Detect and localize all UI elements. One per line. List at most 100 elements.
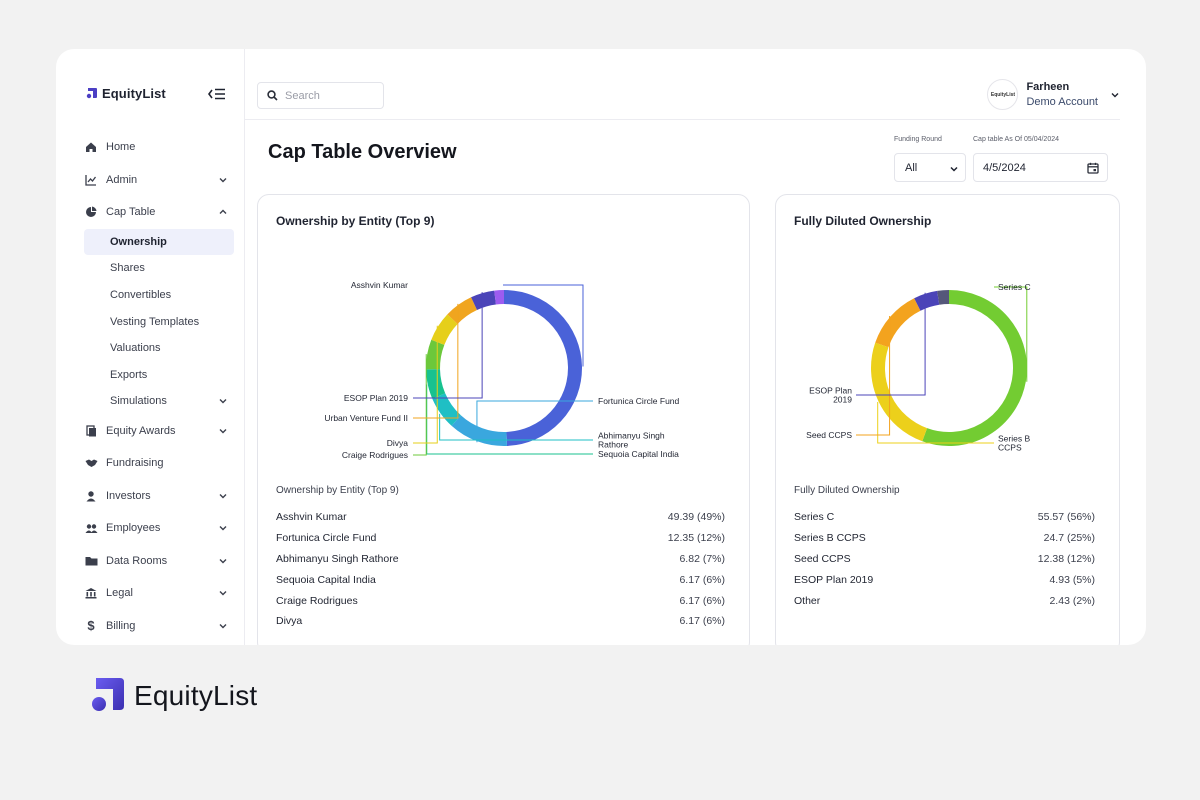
row-name: Series C — [794, 511, 835, 524]
donut-slice[interactable] — [432, 392, 462, 426]
sidebar-item-label: Billing — [106, 619, 136, 632]
sidebar-item-employees[interactable]: Employees — [84, 512, 234, 545]
row-name: Fortunica Circle Fund — [276, 532, 377, 545]
search-icon — [267, 90, 278, 101]
funding-round-select[interactable]: All — [894, 153, 966, 182]
sidebar-subitem-exports[interactable]: Exports — [110, 368, 148, 381]
row-value: 55.57 (56%) — [1037, 511, 1095, 524]
equitylist-logo-icon — [86, 87, 97, 98]
donut-slice[interactable] — [494, 290, 505, 305]
callout-line — [413, 292, 483, 399]
sidebar-subitem-ownership[interactable]: Ownership — [84, 228, 234, 256]
donut-slice[interactable] — [447, 297, 478, 325]
row-name: ESOP Plan 2019 — [794, 573, 874, 586]
table-row: Sequoia Capital India 6.17 (6%) — [276, 569, 725, 590]
donut-slice[interactable] — [451, 415, 507, 446]
row-value: 2.43 (2%) — [1049, 594, 1095, 607]
table-row: Seed CCPS 12.38 (12%) — [794, 549, 1095, 570]
row-value: 6.82 (7%) — [679, 552, 725, 565]
chevron-down-icon — [219, 591, 227, 596]
donut-slice[interactable] — [922, 290, 1027, 446]
donut-slice[interactable] — [914, 290, 940, 311]
sidebar-item-label: Cap Table — [106, 206, 156, 219]
row-value: 6.17 (6%) — [679, 573, 725, 586]
sidebar-item-fundraising[interactable]: Fundraising — [84, 447, 234, 480]
sidebar-item-cap-table[interactable]: Cap Table — [84, 196, 234, 229]
sidebar-item-label: Employees — [106, 522, 161, 535]
fully-diluted-panel-title: Fully Diluted Ownership — [794, 214, 932, 228]
donut-slice[interactable] — [871, 342, 928, 442]
user-icon — [84, 489, 98, 503]
callout-line — [413, 354, 427, 456]
chevron-down-icon — [219, 399, 227, 404]
donut-slice[interactable] — [875, 298, 921, 348]
row-name: Craige Rodrigues — [276, 594, 358, 607]
cap-table-date-input[interactable]: 4/5/2024 — [973, 153, 1108, 182]
brand-logo[interactable]: EquityList — [84, 86, 166, 101]
row-value: 49.39 (49%) — [667, 511, 725, 524]
table-row: Fortunica Circle Fund 12.35 (12%) — [276, 528, 725, 549]
chevron-down-icon — [219, 558, 227, 564]
sidebar-item-label: Investors — [106, 489, 151, 502]
sidebar-subitem-vesting-templates[interactable]: Vesting Templates — [110, 315, 200, 328]
user-menu[interactable]: EquityList Farheen Demo Account — [987, 79, 1120, 110]
callout-label: Asshvin Kumar — [351, 280, 408, 290]
chevron-down-icon — [219, 623, 227, 629]
sidebar-item-data-rooms[interactable]: Data Rooms — [84, 545, 234, 578]
ownership-donut-chart: Asshvin Kumar Fortunica Circle Fund Abhima… — [324, 280, 679, 460]
callout-label: Seed CCPS — [806, 430, 852, 440]
sidebar-nav: Home Admin Cap Table Ownership Shares Co… — [84, 131, 234, 642]
row-name: Series B CCPS — [794, 532, 866, 545]
sidebar-item-home[interactable]: Home — [84, 131, 234, 164]
search-input[interactable] — [285, 89, 375, 102]
donut-slice[interactable] — [937, 290, 950, 305]
collapse-sidebar-icon[interactable] — [207, 87, 227, 101]
sidebar-item-label: Legal — [106, 587, 133, 600]
ownership-table: Asshvin Kumar 49.39 (49%) Fortunica Circl… — [276, 507, 725, 632]
donut-slice[interactable] — [426, 368, 446, 399]
bank-icon — [84, 586, 98, 600]
callout-label: ESOP Plan 2019 — [344, 393, 408, 403]
sidebar-item-billing[interactable]: $ Billing — [84, 610, 234, 643]
sidebar-item-admin[interactable]: Admin — [84, 164, 234, 197]
donut-slice[interactable] — [426, 339, 445, 370]
funding-round-label: Funding Round — [894, 136, 942, 143]
row-value: 6.17 (6%) — [679, 594, 725, 607]
home-icon — [84, 140, 98, 154]
table-row: Series C 55.57 (56%) — [794, 507, 1095, 528]
sidebar-item-investors[interactable]: Investors — [84, 480, 234, 513]
sidebar-subitem-valuations[interactable]: Valuations — [110, 342, 161, 355]
fully-diluted-donut-chart: Series C Series B CCPS Seed CCPS ESOP Plan 20… — [806, 282, 1031, 453]
user-account: Demo Account — [1026, 95, 1098, 108]
dollar-icon: $ — [87, 618, 95, 634]
ownership-panel-title: Ownership by Entity (Top 9) — [276, 214, 435, 228]
app-window: EquityList Home Admin — [56, 49, 1146, 645]
calendar-icon[interactable] — [1087, 162, 1099, 174]
row-name: Seed CCPS — [794, 552, 851, 565]
sidebar-item-legal[interactable]: Legal — [84, 577, 234, 610]
page-title: Cap Table Overview — [268, 141, 457, 163]
sidebar-subitem-convertibles[interactable]: Convertibles — [110, 288, 172, 301]
row-value: 4.93 (5%) — [1049, 573, 1095, 586]
callout-line — [413, 303, 459, 419]
sidebar-subitem-shares[interactable]: Shares — [110, 262, 145, 275]
sidebar-item-equity-awards[interactable]: Equity Awards — [84, 415, 234, 448]
pie-chart-icon — [84, 205, 98, 219]
brand-name: EquityList — [102, 86, 166, 101]
callout-label: Series C — [998, 282, 1031, 292]
donut-slice[interactable] — [471, 290, 497, 311]
footer-brand-logo: EquityList — [86, 676, 257, 716]
folder-icon — [84, 554, 98, 568]
donut-slice[interactable] — [431, 314, 458, 346]
equitylist-logo-icon — [92, 678, 124, 711]
search-box[interactable] — [257, 82, 384, 109]
sidebar-subitem-simulations[interactable]: Simulations — [84, 388, 234, 415]
donut-slice[interactable] — [503, 290, 582, 446]
callout-label: Craige Rodrigues — [342, 450, 408, 460]
chevron-down-icon — [219, 526, 227, 531]
callout-line — [856, 292, 926, 396]
fully-diluted-table: Series C 55.57 (56%) Series B CCPS 24.7 (2… — [794, 507, 1095, 611]
chevron-down-icon — [219, 177, 227, 182]
sidebar-item-label: Data Rooms — [106, 554, 168, 567]
callout-label: Sequoia Capital India — [598, 449, 679, 459]
